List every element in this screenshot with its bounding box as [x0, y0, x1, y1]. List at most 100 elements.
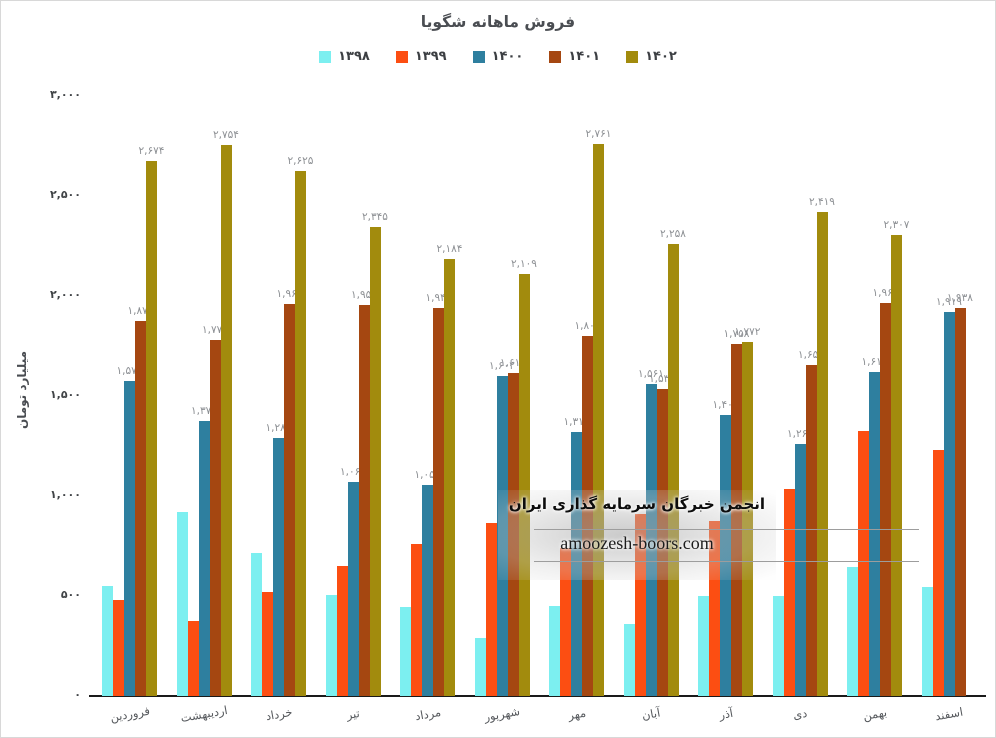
bar-1402-5	[444, 259, 455, 696]
bar-1399-9	[709, 521, 720, 696]
bar-1402-1	[146, 161, 157, 696]
bar-label-1402-9: ۱,۷۷۲	[734, 325, 761, 338]
x-tick-label-5: مرداد	[413, 704, 442, 724]
bar-1400-1	[124, 381, 135, 696]
x-tick-label-2: اردیبهشت	[179, 702, 229, 726]
y-tick-label: ۲,۰۰۰	[49, 288, 81, 301]
legend-item-1401: ۱۴۰۱	[549, 49, 600, 64]
bar-1401-1	[135, 321, 146, 696]
bar-1401-5	[433, 307, 444, 696]
x-axis-line	[89, 695, 986, 697]
legend-swatch-1398	[319, 50, 332, 63]
bar-1400-2	[198, 421, 210, 696]
bar-1400-4	[347, 482, 359, 696]
bar-label-1402-8: ۲,۲۵۸	[660, 228, 686, 241]
bar-1401-3	[284, 303, 295, 696]
legend-item-1400: ۱۴۰۰	[472, 49, 524, 64]
bar-label-1401-10: ۱,۶۵۴	[798, 349, 824, 362]
bar-1401-2	[209, 340, 221, 696]
watermark-rule-top	[534, 529, 919, 530]
bar-1399-10	[783, 489, 795, 696]
x-tick-label-3: خرداد	[264, 704, 293, 724]
bar-label-1402-3: ۲,۶۲۵	[287, 155, 314, 167]
bar-1399-5	[411, 544, 422, 696]
legend: ۱۳۹۸ ۱۳۹۹ ۱۴۰۰ ۱۴۰۱ ۱۴۰۲	[1, 49, 995, 64]
bar-label-1401-11: ۱,۹۶۴	[872, 287, 899, 300]
bar-1399-7	[560, 548, 571, 696]
bar-1400-3	[273, 438, 284, 696]
bar-label-1401-1: ۱,۸۷۴	[127, 305, 154, 318]
bar-1399-8	[634, 514, 646, 696]
chart-title: فروش ماهانه شگویا	[420, 13, 576, 31]
bar-1399-1	[113, 600, 124, 696]
legend-label-1402: ۱۴۰۲	[645, 49, 677, 64]
bar-1402-3	[295, 171, 306, 696]
y-tick-label: ۱,۰۰۰	[49, 488, 81, 501]
legend-swatch-1401	[549, 50, 562, 63]
legend-swatch-1402	[626, 50, 639, 63]
bar-label-1402-11: ۲,۳۰۷	[883, 218, 910, 231]
watermark-rule-bottom	[534, 561, 919, 562]
y-tick-label: ۲,۵۰۰	[49, 188, 81, 201]
x-tick-label-7: مهر	[566, 705, 587, 723]
bar-label-1401-5: ۱,۹۴۲	[425, 291, 452, 304]
bar-1398-11	[847, 567, 858, 696]
bar-1401-11	[880, 303, 891, 696]
bar-label-1401-2: ۱,۷۷۸	[202, 324, 228, 337]
bar-1398-5	[400, 607, 411, 696]
x-tick-label-11: بهمن	[861, 705, 888, 723]
legend-label-1400: ۱۴۰۰	[491, 49, 524, 64]
bar-1399-12	[932, 450, 944, 696]
bar-label-1401-4: ۱,۹۵۶	[351, 288, 377, 301]
bar-1398-9	[698, 596, 709, 696]
watermark: انجمن خبرگان سرمایه گذاری ایران amoozesh…	[498, 490, 919, 580]
bar-1402-2	[220, 145, 232, 696]
x-tick-label-12: اسفند	[933, 704, 965, 724]
bar-1401-4	[358, 304, 370, 696]
bar-label-1401-12: ۱,۹۳۸	[947, 292, 973, 305]
bar-label-1402-6: ۲,۱۰۹	[511, 258, 537, 271]
legend-item-1402: ۱۴۰۲	[626, 49, 677, 64]
watermark-org-name: انجمن خبرگان سرمایه گذاری ایران	[508, 495, 766, 513]
bar-1398-1	[102, 586, 113, 696]
bar-label-1401-7: ۱,۸۰۰	[574, 320, 601, 332]
bar-label-1401-6: ۱,۶۱۷	[500, 356, 526, 369]
bar-label-1400-8: ۱,۵۶۱	[638, 367, 664, 380]
bar-1398-4	[325, 595, 337, 696]
bar-1402-10	[816, 212, 828, 696]
bar-1398-2	[176, 512, 188, 696]
bar-1398-8	[623, 624, 635, 696]
x-tick-label-4: تیر	[345, 705, 361, 723]
y-tick-label: ۱,۵۰۰	[49, 388, 81, 401]
bar-1399-2	[187, 621, 199, 696]
bar-label-1402-5: ۲,۱۸۴	[436, 243, 463, 256]
bar-1399-11	[858, 431, 869, 696]
bar-1398-12	[921, 587, 933, 696]
bar-1398-6	[474, 638, 486, 696]
legend-item-1398: ۱۳۹۸	[319, 49, 370, 64]
legend-swatch-1400	[472, 50, 485, 63]
bar-label-1402-4: ۲,۳۴۵	[362, 211, 388, 223]
legend-label-1399: ۱۳۹۹	[414, 49, 447, 64]
bar-label-1402-10: ۲,۴۱۹	[809, 196, 835, 209]
bar-1398-7	[549, 606, 560, 696]
bar-1402-6	[518, 274, 530, 696]
bar-1401-10	[805, 365, 817, 696]
bar-label-1400-6: ۱,۶۰۲	[489, 359, 515, 372]
bar-1399-3	[262, 592, 273, 696]
bar-1402-8	[667, 244, 679, 696]
bar-label-1401-8: ۱,۵۳۶	[649, 372, 675, 385]
bar-label-1402-2: ۲,۷۵۴	[213, 129, 239, 142]
bar-1399-6	[485, 523, 497, 696]
bar-1400-11	[869, 372, 880, 696]
x-tick-label-1: فروردین	[108, 703, 151, 725]
bar-1398-3	[251, 553, 262, 696]
bar-label-1402-7: ۲,۷۶۱	[585, 127, 612, 140]
bar-label-1401-9: ۱,۷۵۸	[723, 328, 750, 341]
legend-swatch-1399	[395, 50, 408, 63]
bar-1398-10	[772, 596, 784, 696]
legend-label-1398: ۱۳۹۸	[338, 49, 370, 64]
watermark-domain: amoozesh-boors.com	[560, 533, 714, 553]
x-tick-label-9: آذر	[717, 705, 734, 723]
bar-1400-12	[943, 312, 955, 696]
